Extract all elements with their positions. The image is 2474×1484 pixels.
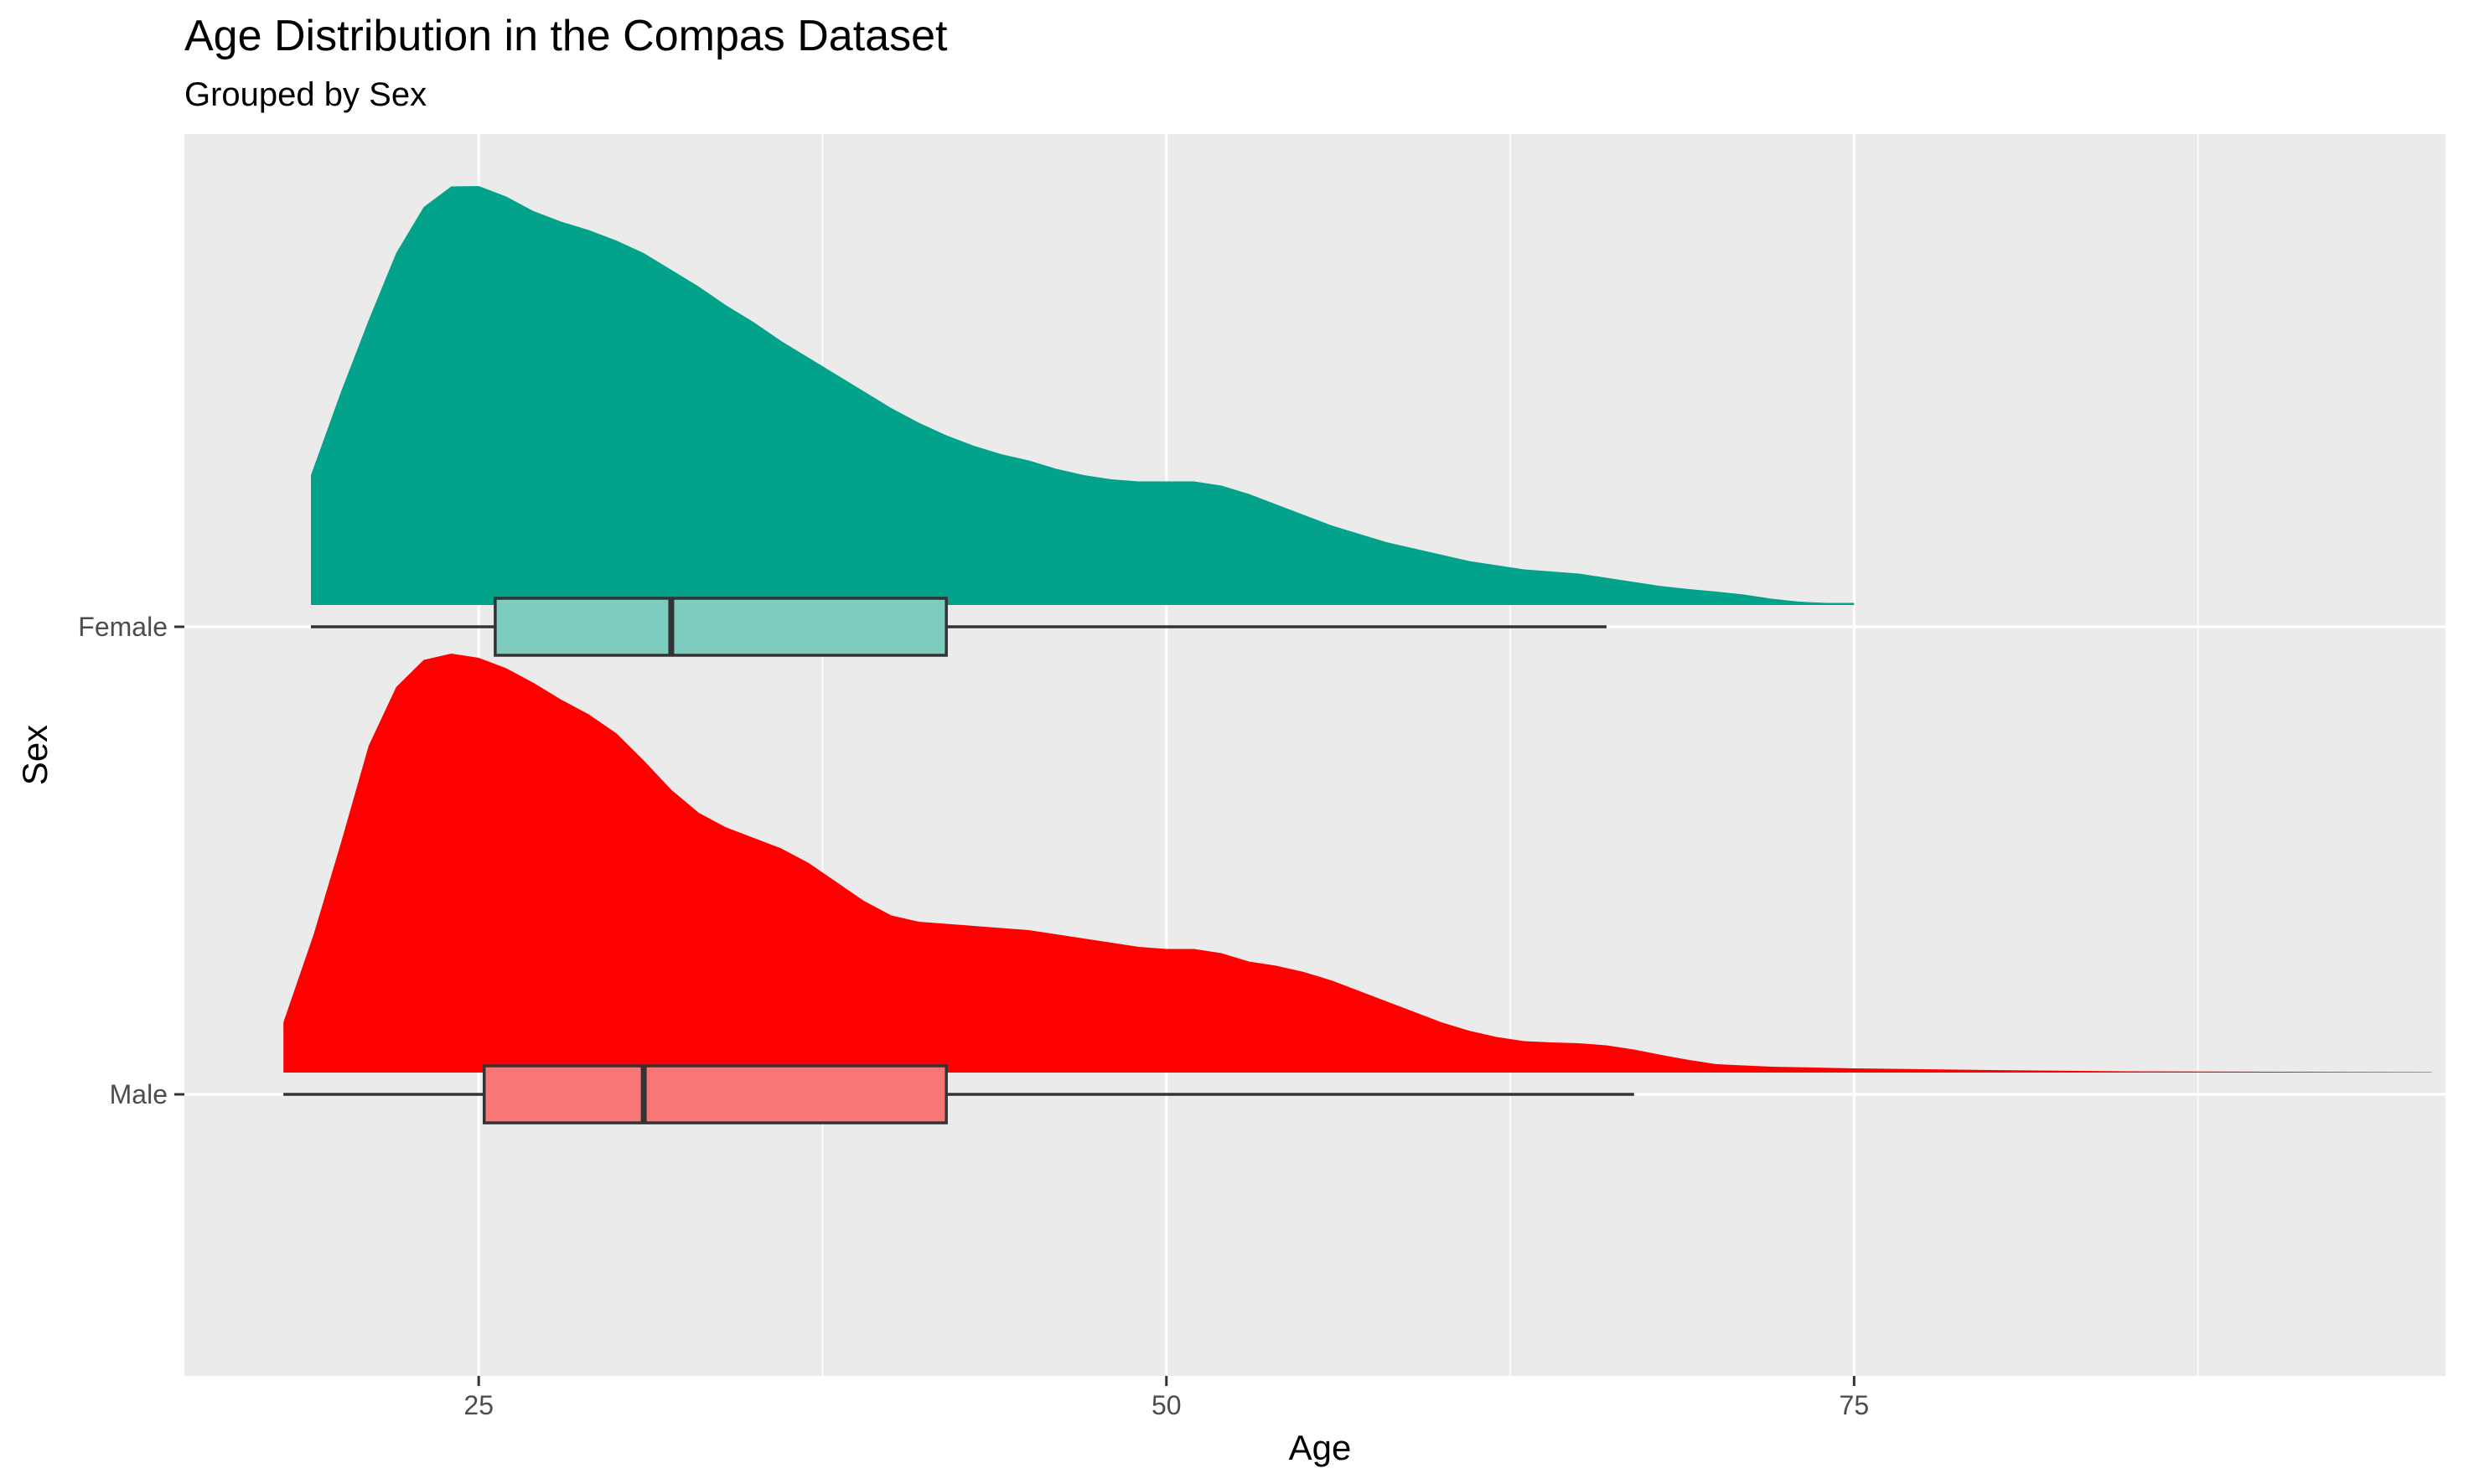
chart-title: Age Distribution in the Compas Dataset [184,12,948,60]
x-axis-title: Age [1289,1428,1352,1467]
y-tick-label-female: Female [78,612,168,642]
y-tick-label-male: Male [110,1079,168,1109]
minor-gridlines [821,134,2199,1376]
y-axis-title: Sex [15,725,54,785]
box-male [483,1064,948,1125]
series-female [310,186,1855,657]
chart-subtitle: Grouped by Sex [184,76,427,113]
x-tick-label: 25 [463,1390,494,1420]
box-female [494,597,948,657]
axes: 25 50 75 Female Male [78,612,1869,1420]
chart-marks [283,186,2432,1125]
x-tick-label: 50 [1152,1390,1182,1420]
series-male [283,654,2432,1125]
density-female [311,186,1855,605]
density-male [283,654,2432,1073]
x-tick-label: 75 [1840,1390,1870,1420]
